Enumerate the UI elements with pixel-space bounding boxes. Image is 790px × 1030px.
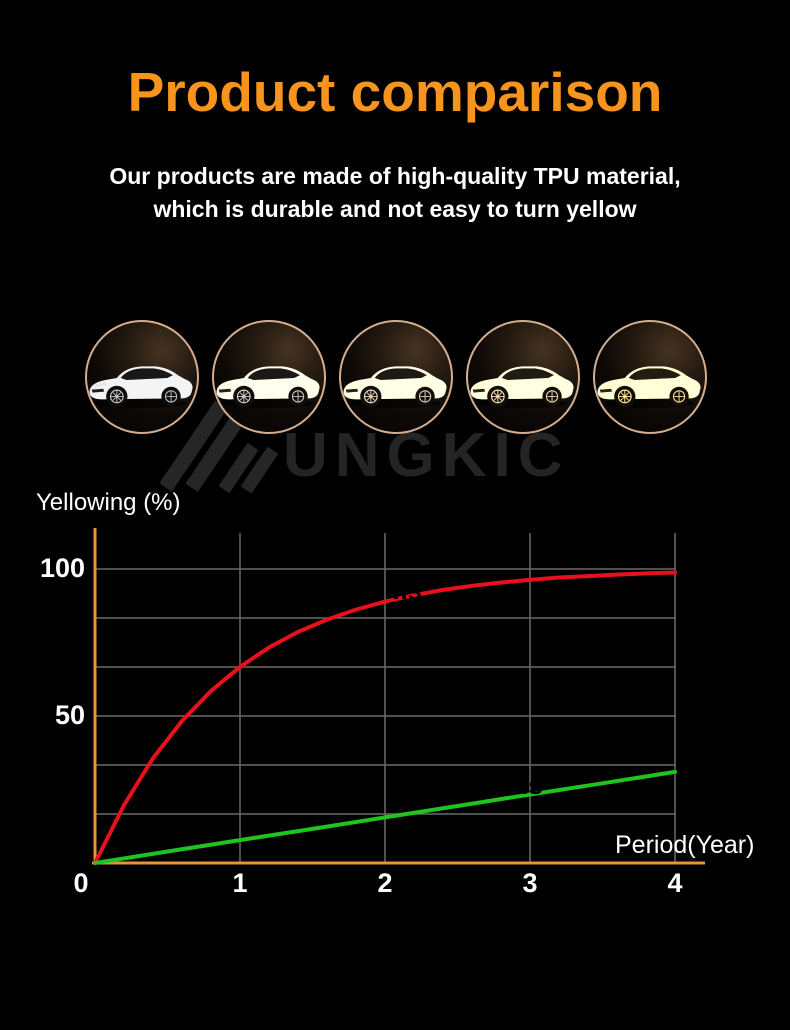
subtitle-line-2: which is durable and not easy to turn ye… <box>153 196 637 222</box>
car-yellowing-tint <box>468 322 578 432</box>
y-tick-label: 100 <box>39 553 85 583</box>
curve-general-films <box>93 570 677 865</box>
x-tick-label: 1 <box>232 868 248 898</box>
x-tick-label: 3 <box>522 868 538 898</box>
car-photo <box>470 366 574 409</box>
subtitle-line-1: Our products are made of high-quality TP… <box>109 163 681 189</box>
car-stage-4-photo <box>466 320 580 434</box>
car-stage-3-photo <box>339 320 453 434</box>
curve-low-yellowing-films <box>93 769 677 865</box>
x-axis-title: Period(Year) <box>615 831 755 859</box>
car-yellowing-tint <box>595 322 705 432</box>
car-photo <box>216 366 320 409</box>
car-yellowing-tint <box>214 322 324 432</box>
car-photo <box>597 366 701 409</box>
x-tick-label: 0 <box>73 868 89 898</box>
car-stage-1-photo <box>85 320 199 434</box>
car-yellowing-tint <box>87 322 197 432</box>
series-label-general-films: General Films <box>250 575 422 605</box>
x-tick-label: 2 <box>377 868 393 898</box>
page-title: Product comparison <box>127 61 663 123</box>
car-photo <box>343 366 447 409</box>
car-photo <box>89 366 193 409</box>
car-stage-5-photo <box>593 320 707 434</box>
x-tick-label: 4 <box>667 868 683 898</box>
series-label-low-yellowing-films: Low-Yellowing Films <box>287 770 543 800</box>
y-axis-title: Yellowing (%) <box>36 489 181 516</box>
y-tick-label: 50 <box>54 700 85 730</box>
car-stage-2-photo <box>212 320 326 434</box>
page-subtitle: Our products are made of high-quality TP… <box>0 160 790 226</box>
car-yellowing-tint <box>341 322 451 432</box>
